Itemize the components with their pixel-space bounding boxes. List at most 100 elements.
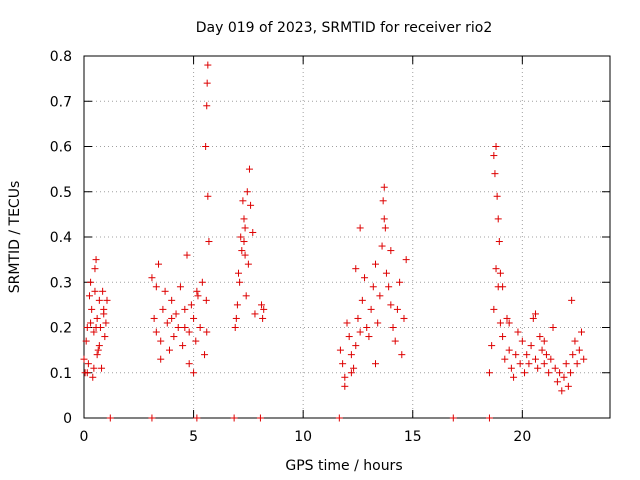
data-point [202, 296, 210, 304]
data-point [363, 324, 371, 331]
data-point [495, 238, 503, 246]
data-point [518, 337, 526, 345]
data-point [168, 296, 176, 304]
data-point [510, 373, 518, 381]
data-point [580, 355, 588, 363]
data-point [540, 360, 548, 368]
data-point [336, 346, 344, 354]
data-point [567, 369, 575, 377]
data-point [80, 355, 88, 363]
data-point [92, 324, 100, 331]
data-point [379, 197, 387, 205]
data-point [201, 351, 209, 359]
data-point [490, 305, 498, 313]
data-point [165, 346, 173, 354]
data-point [380, 183, 388, 191]
y-tick-label: 0.7 [50, 94, 72, 110]
x-tick-label: 10 [294, 429, 312, 445]
axis-ticks: 0 0.1 0.2 0.3 0.4 0.5 0.6 0.7 0.8 0 5 10 15 20 [50, 49, 610, 445]
y-axis-label: SRMTID / TECUs [7, 181, 23, 294]
data-point [106, 414, 114, 422]
data-point [521, 369, 529, 377]
data-point [496, 319, 504, 327]
x-tick-label: 0 [80, 429, 89, 445]
data-point [534, 364, 542, 372]
data-point [499, 333, 507, 341]
data-point [493, 192, 501, 200]
data-point [492, 143, 500, 150]
data-point [185, 328, 193, 336]
data-point [157, 355, 165, 363]
data-point [560, 373, 568, 381]
data-point [148, 274, 156, 282]
data-point [490, 152, 498, 160]
data-point [91, 265, 99, 273]
data-point [241, 251, 249, 259]
data-point [91, 287, 99, 295]
data-point [449, 414, 457, 422]
y-tick-label: 0.1 [50, 366, 72, 382]
data-point [172, 310, 180, 318]
data-point [152, 328, 160, 336]
data-point [95, 296, 103, 304]
data-point [148, 414, 156, 422]
data-point [361, 274, 369, 282]
data-point [242, 292, 250, 300]
data-point [575, 346, 583, 354]
data-point [103, 296, 111, 304]
data-point [183, 251, 191, 259]
data-point [347, 369, 355, 377]
data-point [102, 319, 110, 327]
data-point [90, 364, 98, 372]
data-point [505, 319, 513, 327]
data-point [203, 328, 211, 336]
data-point [531, 310, 539, 318]
data-point [244, 260, 252, 268]
data-point [527, 342, 535, 350]
data-point [152, 283, 160, 291]
data-point [190, 369, 198, 377]
data-point [488, 342, 496, 350]
data-point [239, 197, 247, 205]
data-point [376, 292, 384, 300]
data-point [503, 314, 511, 322]
data-point [155, 260, 163, 268]
data-point [194, 292, 202, 300]
data-point [87, 278, 95, 286]
data-point [157, 337, 165, 345]
data-point [562, 360, 570, 368]
data-point [198, 278, 206, 286]
data-point [352, 265, 360, 273]
data-point [87, 319, 95, 327]
data-point [556, 369, 564, 377]
data-point [369, 283, 377, 291]
data-point [204, 61, 212, 69]
data-point [251, 310, 259, 318]
data-point [241, 224, 249, 232]
y-tick-label: 0.6 [50, 140, 72, 156]
data-point [232, 314, 240, 322]
data-point [83, 369, 91, 377]
data-point [159, 305, 167, 313]
data-point [93, 351, 101, 359]
x-tick-label: 20 [513, 429, 531, 445]
data-point [93, 314, 101, 322]
data-point [378, 242, 386, 250]
data-point [385, 283, 393, 291]
data-point [345, 333, 353, 341]
data-point [531, 355, 539, 363]
data-points [80, 61, 588, 422]
data-point [185, 360, 193, 368]
data-point [247, 201, 255, 209]
data-point [339, 360, 347, 368]
data-point [549, 324, 557, 331]
data-point [341, 373, 349, 381]
data-point [501, 355, 509, 363]
data-point [485, 369, 493, 377]
data-point [238, 247, 246, 255]
data-point [85, 292, 93, 300]
data-point [387, 301, 395, 309]
data-point [181, 305, 189, 313]
data-point [88, 305, 96, 313]
